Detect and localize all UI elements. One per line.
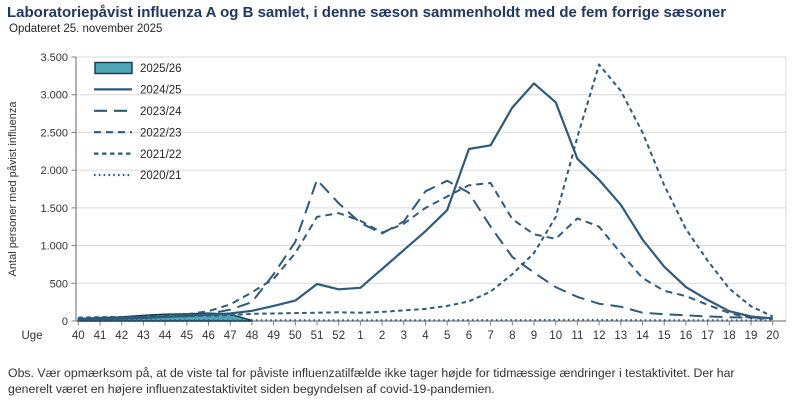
x-tick-label: 19 <box>745 330 758 342</box>
series-2020-21 <box>78 318 773 322</box>
x-tick-label: 48 <box>246 330 259 342</box>
x-axis-title: Uge <box>21 330 42 342</box>
y-tick-label: 1.500 <box>40 203 68 215</box>
x-tick-label: 8 <box>509 330 515 342</box>
x-tick-label: 49 <box>267 330 280 342</box>
legend-label: 2021/22 <box>140 149 182 161</box>
legend-label: 2025/26 <box>140 63 182 75</box>
x-tick-label: 41 <box>94 330 107 342</box>
y-tick-label: 2.000 <box>40 165 68 177</box>
legend-item-2022-23: 2022/23 <box>94 127 182 139</box>
x-tick-label: 42 <box>115 330 128 342</box>
legend-label: 2022/23 <box>140 127 182 139</box>
x-tick-label: 20 <box>766 330 779 342</box>
x-tick-label: 10 <box>549 330 562 342</box>
legend-label: 2023/24 <box>140 106 182 118</box>
x-tick-label: 9 <box>531 330 537 342</box>
x-tick-label: 13 <box>614 330 627 342</box>
x-tick-label: 15 <box>658 330 671 342</box>
x-tick-label: 51 <box>311 330 324 342</box>
x-tick-label: 40 <box>72 330 85 342</box>
x-tick-label: 18 <box>723 330 736 342</box>
gridlines <box>71 56 786 322</box>
x-tick-label: 6 <box>466 330 472 342</box>
series-2022-23 <box>78 182 773 321</box>
y-tick-label: 1.000 <box>40 241 68 253</box>
x-tick-label: 2 <box>379 330 385 342</box>
x-tick-label: 44 <box>159 330 172 342</box>
x-tick-label: 16 <box>680 330 693 342</box>
legend: 2025/26 2024/25 2023/24 2022/23 2021/22 2020/… <box>94 61 182 182</box>
series-2021-22 <box>78 63 774 319</box>
x-tick-label: 11 <box>571 330 583 342</box>
x-tick-label: 1 <box>357 330 363 342</box>
series-2024-25 <box>78 82 773 321</box>
y-tick-label: 2.500 <box>40 127 68 139</box>
y-axis-title: Antal personer med påvist influenza <box>7 101 19 277</box>
x-tick-label: 12 <box>593 330 606 342</box>
x-tick-label: 43 <box>137 330 150 342</box>
legend-item-2020-21: 2020/21 <box>94 170 182 182</box>
legend-item-2024-25: 2024/25 <box>94 85 182 97</box>
x-tick-label: 3 <box>401 330 407 342</box>
page-subtitle: Opdateret 25. november 2025 <box>9 23 163 35</box>
page-title: Laboratoriepåvist influenza A og B samle… <box>7 4 727 21</box>
x-tick-label: 4 <box>422 330 429 342</box>
x-tick-label: 7 <box>487 330 493 342</box>
legend-label: 2020/21 <box>140 170 182 182</box>
x-tick-label: 50 <box>289 330 302 342</box>
footnote-text: Obs. Vær opmærksom på, at de viste tal f… <box>8 366 735 396</box>
x-tick-label: 46 <box>202 330 215 342</box>
x-tick-label: 45 <box>180 330 193 342</box>
series-2023-24 <box>78 178 773 320</box>
x-tick-label: 5 <box>444 330 450 342</box>
x-tick-label: 14 <box>636 330 649 342</box>
legend-item-2021-22: 2021/22 <box>94 149 182 161</box>
legend-item-2023-24: 2023/24 <box>94 106 182 118</box>
x-tick-label: 17 <box>701 330 714 342</box>
y-tick-label: 3.000 <box>40 90 68 102</box>
x-tick-label: 52 <box>332 330 345 342</box>
y-axis-labels: 0 500 1.000 1.500 2.000 2.500 3.000 3.500 <box>40 52 68 328</box>
x-tick-label: 47 <box>224 330 237 342</box>
legend-item-2025-26: 2025/26 <box>94 61 182 75</box>
legend-swatch <box>94 61 133 75</box>
y-tick-label: 3.500 <box>40 52 68 64</box>
x-axis-labels: 40 41 42 43 44 45 46 47 48 49 50 51 52 1 2 3 4 5 6 7 8 9 10 11 1… <box>21 321 779 342</box>
legend-label: 2024/25 <box>140 85 182 97</box>
y-tick-label: 0 <box>62 316 68 328</box>
y-tick-label: 500 <box>50 278 68 290</box>
